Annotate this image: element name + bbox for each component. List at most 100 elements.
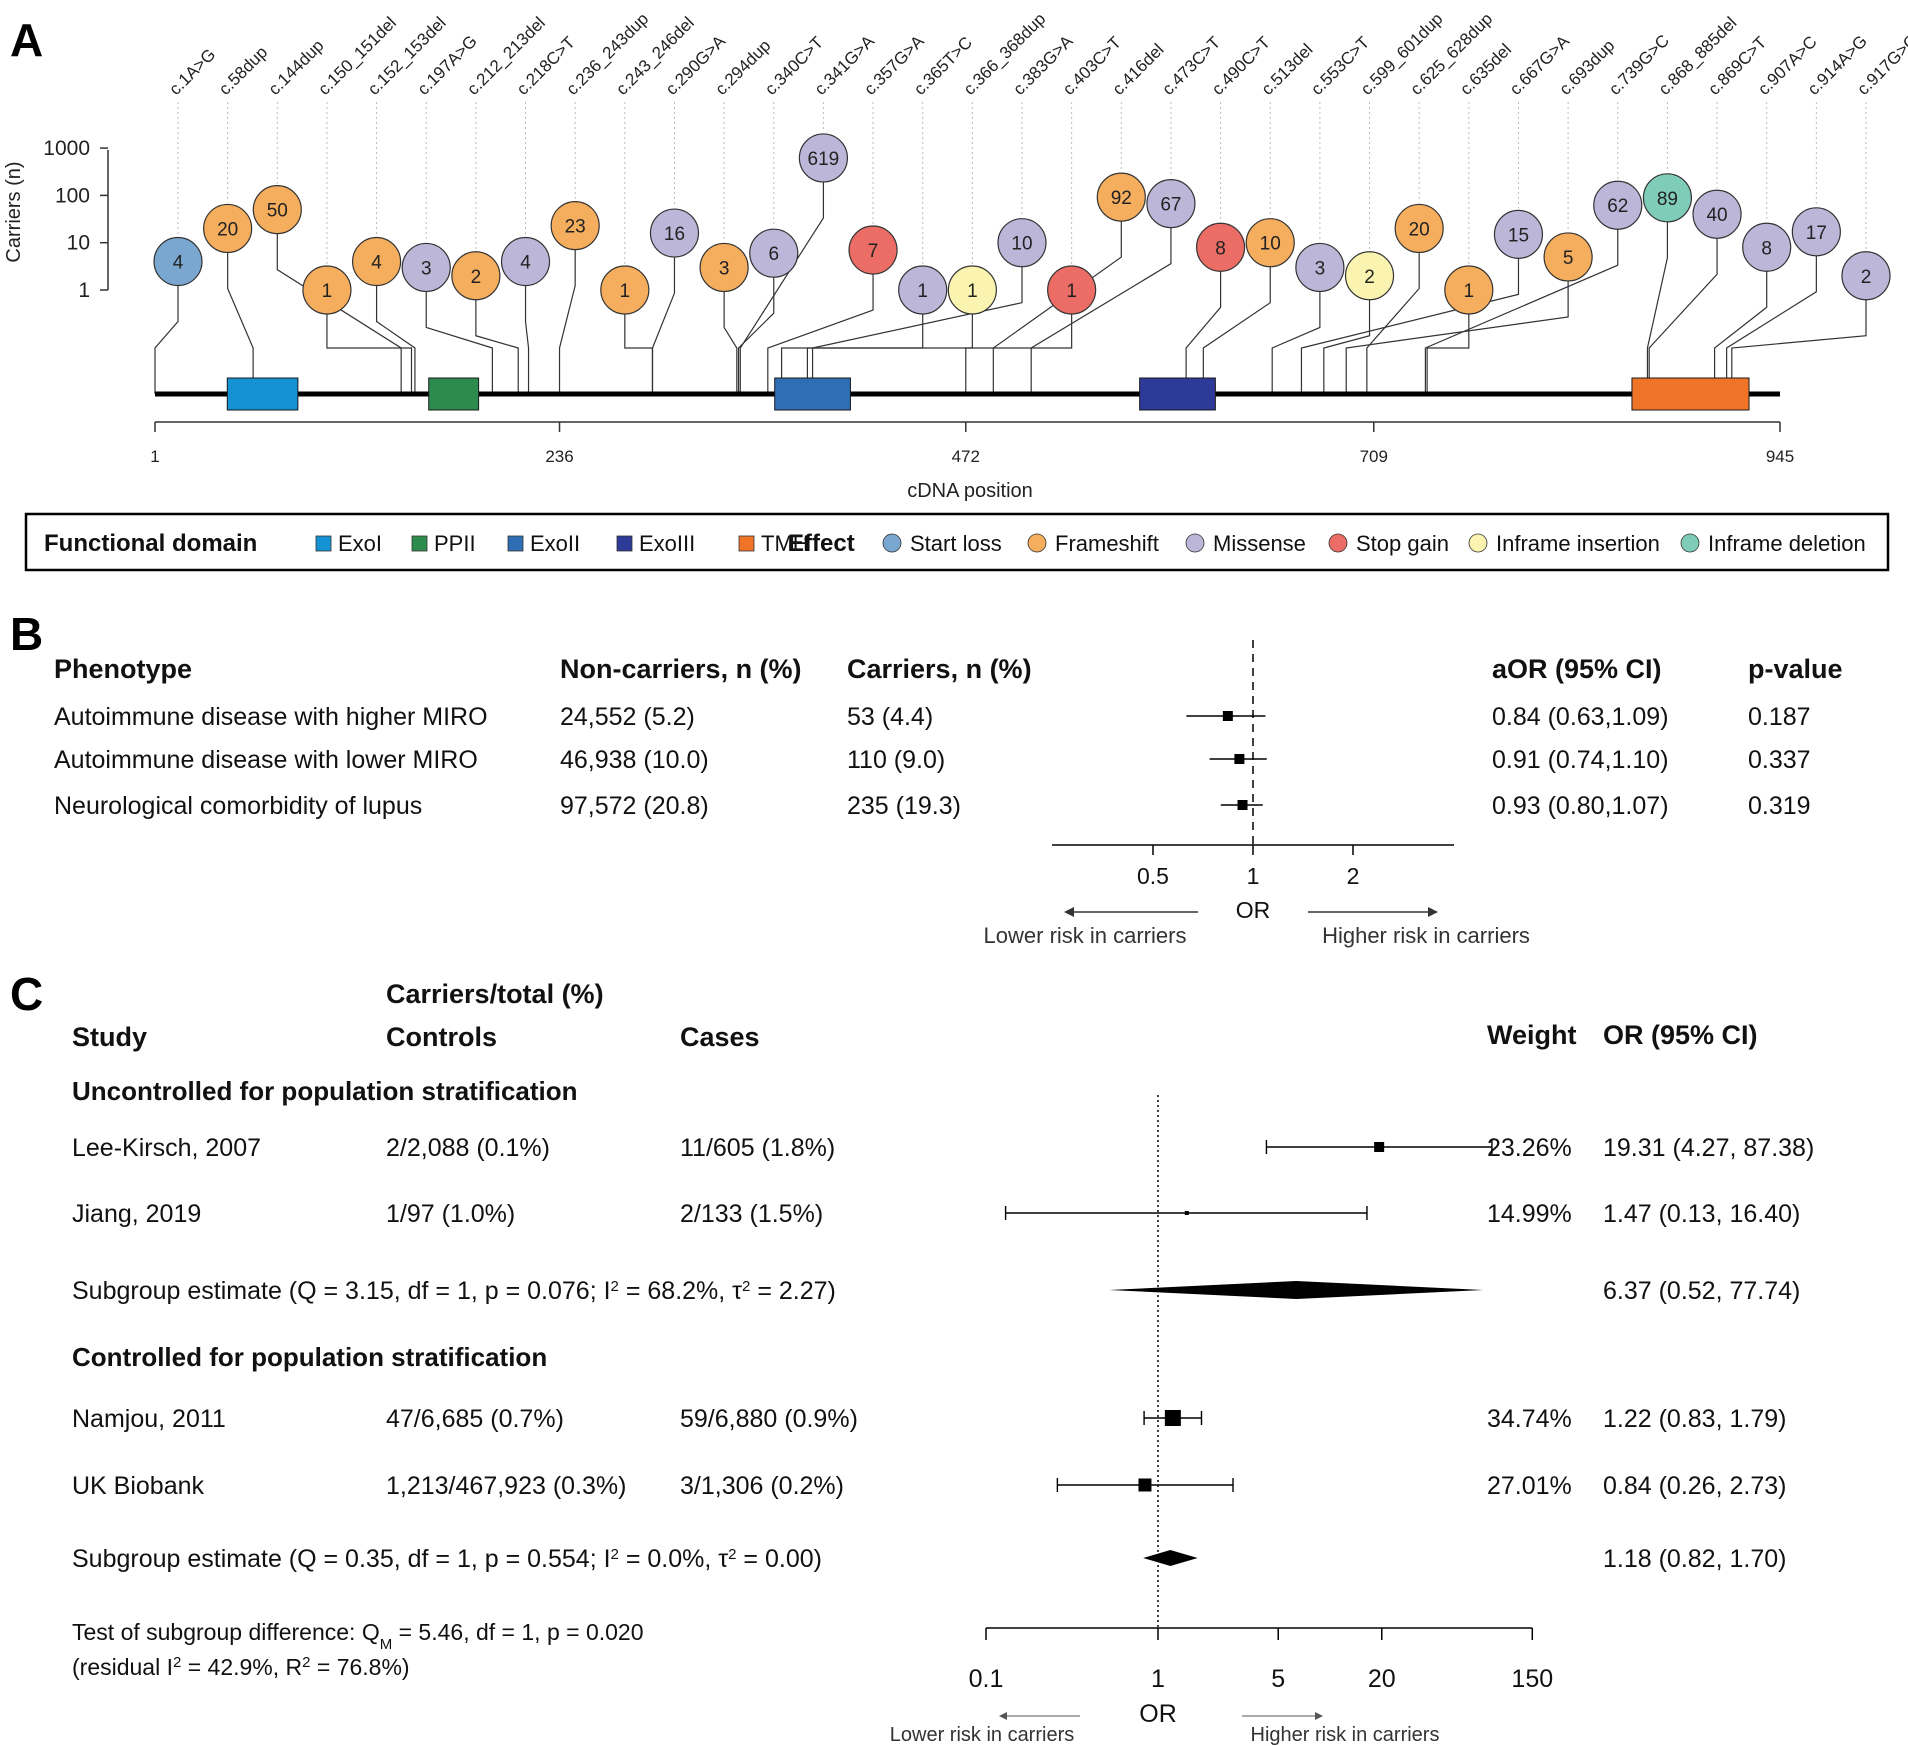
x-tick-label: 5	[1271, 1665, 1285, 1693]
lower-risk-label: Lower risk in carriers	[890, 1724, 1074, 1746]
y-tick-label: 100	[55, 184, 90, 207]
carrier-count: 2	[471, 267, 482, 288]
legend-swatch-exoi	[315, 535, 332, 552]
subgroup-estimate-label: Subgroup estimate (Q = 3.15, df = 1, p =…	[72, 1277, 836, 1305]
aor-value: 0.93 (0.80,1.07)	[1492, 792, 1669, 820]
phenotype-label: Neurological comorbidity of lupus	[54, 792, 422, 820]
study-name: UK Biobank	[72, 1472, 205, 1500]
legend-item-exoii: ExoII	[530, 531, 580, 556]
x-tick-label: 472	[952, 447, 980, 466]
lollipop-stem	[1648, 238, 1718, 394]
weight-value: 14.99%	[1487, 1200, 1572, 1228]
legend-effect-item: Start loss	[910, 531, 1002, 556]
lollipop-head	[749, 228, 799, 278]
lollipop-stem	[723, 291, 738, 394]
x-tick-label: 1	[1151, 1665, 1165, 1693]
header-pvalue: p-value	[1748, 654, 1843, 684]
lollipop-head	[1742, 222, 1792, 272]
lollipop-stem	[326, 314, 413, 394]
phenotype-label: Autoimmune disease with lower MIRO	[54, 746, 478, 774]
higher-risk-label: Higher risk in carriers	[1322, 923, 1530, 948]
cdna-x-axis: cDNA position 1 236 472 709 945	[150, 421, 1794, 502]
study-name: Namjou, 2011	[72, 1405, 226, 1433]
lollipop-stem	[1731, 299, 1867, 394]
panel-b-letter: B	[10, 608, 43, 660]
carrier-count: 1	[967, 281, 978, 302]
carriers-value: 110 (9.0)	[847, 746, 945, 774]
y-tick-label: 1	[78, 279, 90, 302]
x-axis-label: OR	[1139, 1700, 1177, 1728]
lollipop-stem	[425, 291, 493, 394]
lollipop-head	[1841, 251, 1891, 301]
legend-dot	[1027, 533, 1047, 553]
weight-value: 27.01%	[1487, 1472, 1572, 1500]
lollipop-head	[1493, 209, 1544, 259]
carrier-count: 2	[1364, 267, 1375, 288]
lollipop-head	[947, 265, 997, 315]
lollipop-head	[451, 251, 501, 301]
group-title: Controlled for population stratification	[72, 1342, 547, 1372]
lollipop-head	[1593, 180, 1643, 230]
legend-domain-title: Functional domain	[44, 530, 257, 557]
point-estimate	[1164, 1410, 1181, 1426]
legend-item-tmh: TMH	[761, 531, 809, 556]
legend-swatch-exoii	[507, 535, 524, 552]
point-estimate	[1374, 1142, 1385, 1152]
controls-value: 1,213/467,923 (0.3%)	[386, 1472, 626, 1500]
lollipop-stem	[1202, 266, 1271, 394]
carrier-count: 1	[322, 281, 333, 302]
legend-item-exoiii: ExoIII	[639, 531, 695, 556]
carrier-count: 4	[520, 253, 531, 274]
header-carriers: Carriers, n (%)	[847, 654, 1032, 684]
carrier-count: 20	[1409, 219, 1430, 240]
panel-b-forest: Phenotype Non-carriers, n (%) Carriers, …	[54, 640, 1843, 948]
header-noncarriers: Non-carriers, n (%)	[560, 654, 802, 684]
lollipop-stem	[651, 257, 676, 394]
carrier-count: 92	[1111, 188, 1132, 209]
lollipop-heads: 4 20 50 1 4 3 2 4 23 1 16 3 6 619 7 1 1 10 1 92 67 8 10 3 2 20 1 15…	[153, 133, 1891, 315]
arrow-lower-head	[1064, 907, 1074, 917]
panel-c-letter: C	[10, 968, 43, 1020]
carrier-count: 1	[1464, 281, 1475, 302]
x-tick-label: 2	[1347, 863, 1360, 889]
lollipop-stem	[558, 249, 576, 394]
carrier-count: 619	[808, 149, 840, 170]
lollipop-stem	[375, 285, 416, 394]
x-axis-label: cDNA position	[907, 480, 1033, 502]
lollipop-stem	[524, 285, 530, 394]
weight-value: 23.26%	[1487, 1134, 1572, 1162]
y-tick-label: 1000	[43, 137, 90, 160]
lollipop-stem	[1424, 229, 1619, 394]
lollipop-head	[997, 218, 1047, 268]
lollipop-head	[302, 265, 352, 315]
lollipop-head	[1245, 218, 1295, 268]
point-estimate	[1234, 754, 1245, 764]
arrow-higher-head	[1315, 1712, 1323, 1720]
lollipop-stem	[1300, 258, 1520, 394]
lollipop-stem	[227, 252, 254, 394]
header-phenotype: Phenotype	[54, 654, 192, 684]
cases-value: 3/1,306 (0.2%)	[680, 1472, 844, 1500]
lollipop-stem	[806, 314, 973, 394]
header-or-ci: OR (95% CI)	[1603, 1020, 1758, 1050]
header-weight: Weight	[1487, 1020, 1577, 1050]
mutation-label: c.58dup	[215, 43, 271, 99]
carrier-count: 8	[1215, 238, 1226, 259]
carrier-count: 5	[1563, 248, 1574, 269]
legend-effect-item: Inframe insertion	[1496, 531, 1660, 556]
legend-dot	[1680, 533, 1700, 553]
legend-item-exoi: ExoI	[338, 531, 382, 556]
lollipop-head	[600, 265, 650, 315]
carrier-count: 3	[719, 258, 730, 279]
study-name: Lee-Kirsch, 2007	[72, 1134, 261, 1162]
carrier-count: 1	[917, 281, 928, 302]
carrier-count: 16	[664, 224, 685, 245]
subgroup-or-value: 6.37 (0.52, 77.74)	[1603, 1277, 1800, 1305]
header-study: Study	[72, 1022, 147, 1052]
carriers-value: 53 (4.4)	[847, 703, 933, 731]
carrier-count: 89	[1657, 189, 1678, 210]
lollipop-stem	[475, 299, 519, 394]
subgroup-diamond	[1109, 1281, 1484, 1299]
lollipop-head	[1195, 222, 1246, 272]
